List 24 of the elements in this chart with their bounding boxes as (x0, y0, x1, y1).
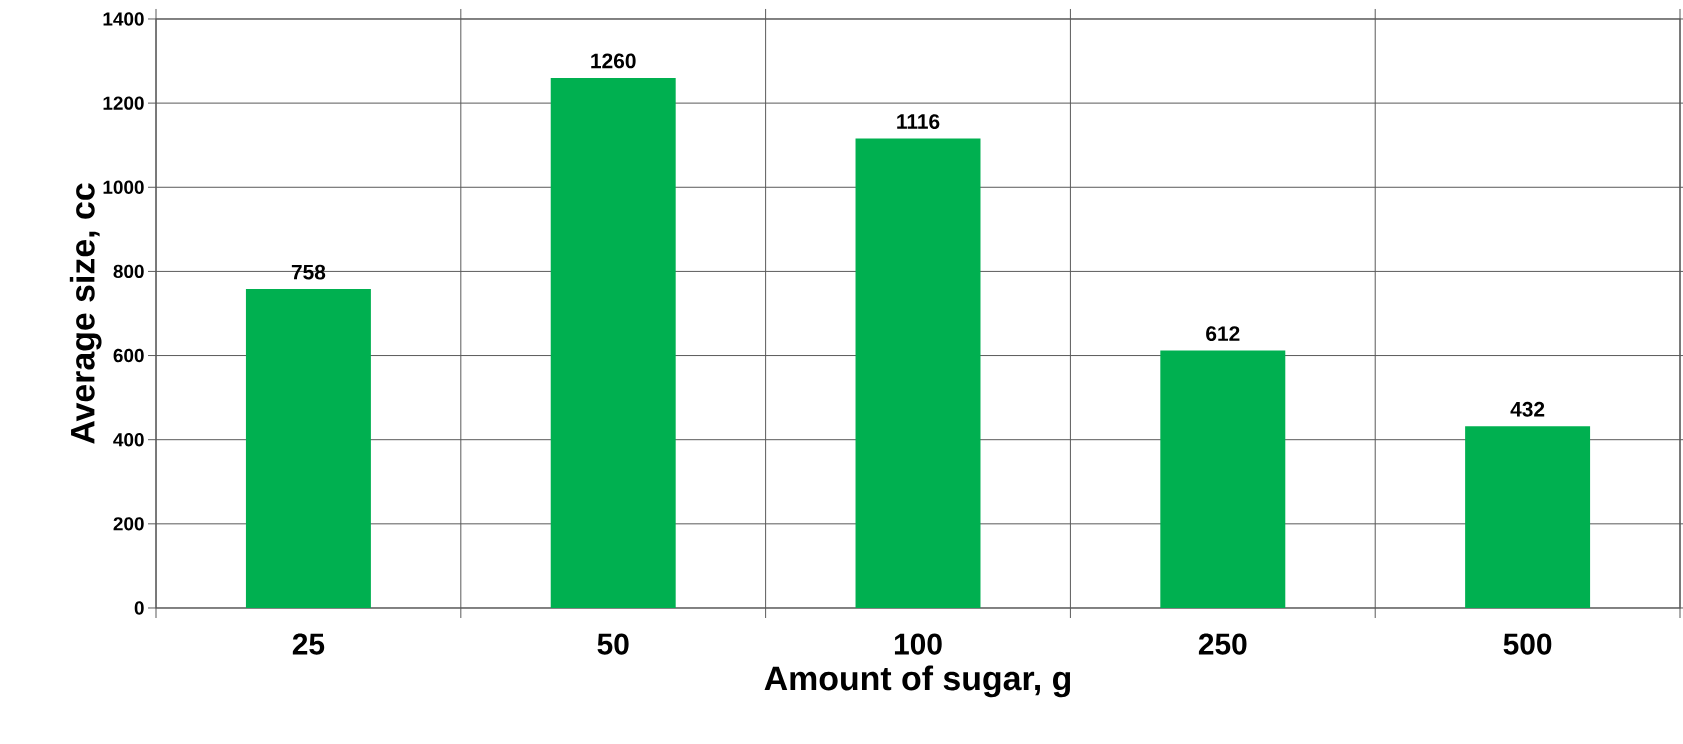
x-tick-label: 250 (1198, 633, 1247, 655)
y-tick-label: 1200 (103, 96, 144, 110)
x-tick-label: 50 (597, 633, 629, 655)
data-label: 1116 (897, 114, 940, 129)
bar (245, 289, 371, 608)
x-tick-label: 500 (1503, 633, 1552, 655)
y-tick-label: 800 (113, 264, 144, 279)
bar (1465, 426, 1591, 608)
y-tick-label: 0 (134, 601, 144, 615)
data-label: 1260 (591, 53, 636, 69)
y-axis-title: Average size, cc (69, 183, 102, 444)
y-tick-label: 1000 (103, 180, 144, 194)
x-axis-title: Amount of sugar, g (764, 665, 1071, 698)
y-tick-label: 600 (113, 348, 144, 363)
data-label: 612 (1206, 326, 1240, 341)
bar (550, 77, 676, 608)
y-tick-label: 1400 (103, 12, 144, 26)
bar (855, 138, 981, 608)
x-tick-label: 25 (292, 633, 325, 655)
y-tick-label: 400 (113, 433, 144, 447)
y-tick-label: 200 (113, 517, 144, 531)
data-label: 432 (1510, 401, 1545, 417)
bar (1160, 350, 1286, 608)
x-tick-label: 100 (894, 633, 942, 655)
